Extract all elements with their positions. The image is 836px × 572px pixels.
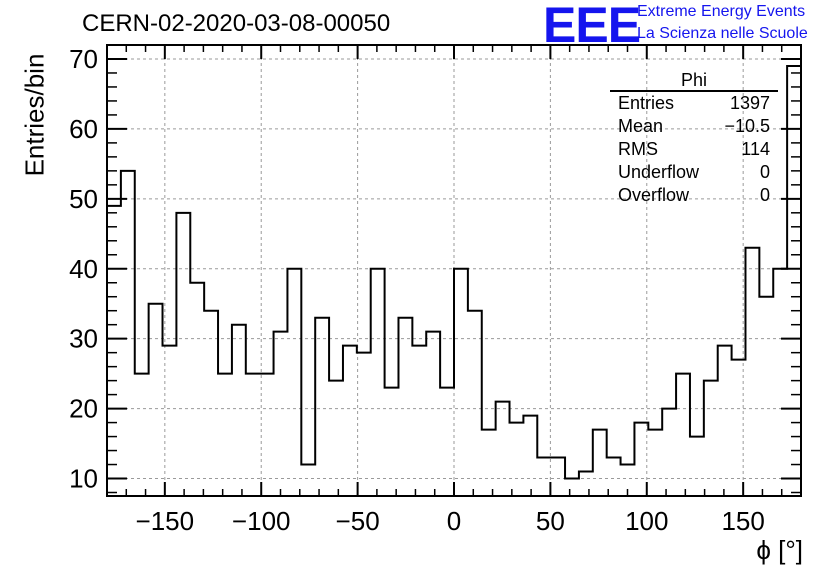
- stats-box: Phi Entries 1397 Mean −10.5 RMS 114 Unde…: [610, 70, 778, 207]
- stats-value: 0: [759, 185, 770, 205]
- y-tick-label: 50: [69, 184, 98, 214]
- y-tick-label: 10: [69, 464, 98, 494]
- stats-value: 114: [741, 139, 770, 159]
- axes: −150 −100 −50 0 50 100 150 10 20 30 40 50 60 70: [69, 44, 802, 536]
- stats-label: Entries: [618, 93, 675, 113]
- stats-row: Underflow 0: [610, 161, 778, 184]
- y-tick-label: 20: [69, 394, 98, 424]
- stats-title: Phi: [610, 70, 778, 92]
- stats-row: Overflow 0: [610, 184, 778, 207]
- logo-text-line2: La Scienza nelle Scuole: [637, 25, 808, 42]
- stats-value: 1397: [729, 93, 770, 113]
- stats-row: RMS 114: [610, 138, 778, 161]
- histogram-line: [107, 64, 801, 480]
- x-tick-label: −100: [232, 506, 291, 536]
- eee-logo: EEE: [543, 0, 641, 53]
- y-tick-label: 60: [69, 114, 98, 144]
- y-tick-label: 40: [69, 254, 98, 284]
- stats-row: Entries 1397: [610, 92, 778, 115]
- x-tick-label: 100: [625, 506, 668, 536]
- x-tick-label: 0: [447, 506, 461, 536]
- x-tick-label: 150: [721, 506, 764, 536]
- logo-text-line1: Extreme Energy Events: [637, 3, 806, 20]
- stats-label: Mean: [618, 116, 664, 136]
- grid-lines: [107, 45, 801, 496]
- stats-label: Overflow: [618, 185, 690, 205]
- x-axis-label: ϕ [°]: [756, 535, 803, 565]
- chart-title: CERN-02-2020-03-08-00050: [82, 10, 391, 37]
- stats-value: −10.5: [724, 116, 770, 136]
- stats-label: RMS: [618, 139, 658, 159]
- stats-value: 0: [759, 162, 770, 182]
- stats-label: Underflow: [618, 162, 700, 182]
- x-tick-label: 50: [536, 506, 565, 536]
- y-axis-label: Entries/bin: [19, 53, 50, 177]
- y-tick-label: 30: [69, 324, 98, 354]
- y-tick-label: 70: [69, 44, 98, 74]
- stats-row: Mean −10.5: [610, 115, 778, 138]
- x-tick-label: −150: [136, 506, 195, 536]
- x-tick-label: −50: [336, 506, 380, 536]
